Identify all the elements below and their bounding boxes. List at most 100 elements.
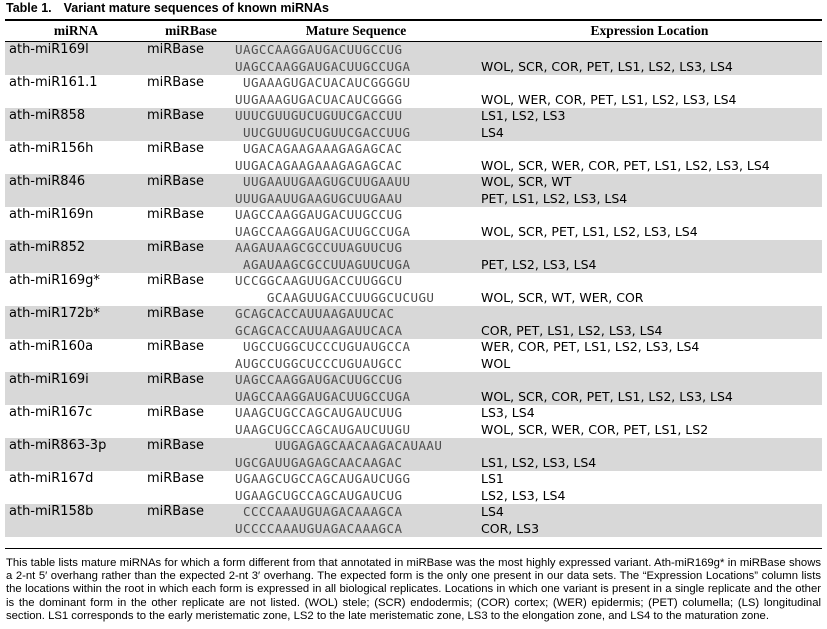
- table-footnote: This table lists mature miRNAs for which…: [6, 557, 821, 622]
- location-line-2: PET, LS2, LS3, LS4: [481, 256, 597, 272]
- location-line-1: [477, 438, 822, 455]
- column-header-mature-sequence: Mature Sequence: [305, 23, 407, 38]
- mature-sequence-cell: UAGCCAAGGAUGACUUGCCUG UAGCCAAGGAUGACUUGC…: [235, 207, 477, 240]
- mirbase-source-label: miRBase: [147, 141, 204, 156]
- mirna-name: ath-miR161.1: [9, 75, 98, 90]
- location-line-1: LS3, LS4: [481, 405, 535, 420]
- sequence-line-1: CCCCAAAUGUAGACAAAGCA: [235, 504, 403, 519]
- location-line-2: LS2, LS3, LS4: [481, 487, 566, 503]
- table-row: ath-miR852 miRBase AAGAUAAGCGCCUUAGUUCUG…: [5, 240, 822, 273]
- sequence-line-2: UAGCCAAGGAUGACUUGCCUGA: [235, 58, 411, 74]
- table-row: ath-miR158b miRBase CCCCAAAUGUAGACAAAGCA…: [5, 504, 822, 537]
- mature-sequence-cell: UUGAGAGCAACAAGACAUAAU UGCGAUUGAGAGCAACAA…: [235, 438, 477, 471]
- location-line-1: [477, 207, 822, 224]
- location-line-1: WER, COR, PET, LS1, LS2, LS3, LS4: [481, 339, 700, 354]
- location-line-2: WOL, SCR, COR, PET, LS1, LS2, LS3, LS4: [481, 58, 733, 74]
- table-body: ath-miR169l miRBase UAGCCAAGGAUGACUUGCCU…: [5, 42, 822, 537]
- mature-sequence-cell: UGAAGCUGCCAGCAUGAUCUGG UGAAGCUGCCAGCAUGA…: [235, 471, 477, 504]
- sequence-line-1: UUUCGUUGUCUGUUCGACCUU: [235, 108, 403, 123]
- sequence-line-1: UAGCCAAGGAUGACUUGCCUG: [235, 42, 403, 57]
- table-row: ath-miR156h miRBase UGACAGAAGAAAGAGAGCAC…: [5, 141, 822, 174]
- sequence-line-2: UCCCCAAAUGUAGACAAAGCA: [235, 520, 403, 536]
- sequence-line-2: UAGCCAAGGAUGACUUGCCUGA: [235, 223, 411, 239]
- location-line-2: LS1, LS2, LS3, LS4: [481, 454, 597, 470]
- mirbase-source-label: miRBase: [147, 339, 204, 354]
- mirna-name: ath-miR858: [9, 108, 86, 123]
- table-caption: Table 1. Variant mature sequences of know…: [5, 0, 822, 19]
- sequence-line-1: UUGAGAGCAACAAGACAUAAU: [235, 438, 443, 453]
- mirbase-source-label: miRBase: [147, 306, 204, 321]
- column-header-mirna: miRNA: [53, 23, 99, 38]
- location-line-2: WOL, WER, COR, PET, LS1, LS2, LS3, LS4: [481, 91, 737, 107]
- expression-location-cell: WOL, SCR, COR, PET, LS1, LS2, LS3, LS4: [477, 42, 822, 75]
- table-row: ath-miR169g* miRBase UCCGGCAAGUUGACCUUGG…: [5, 273, 822, 306]
- expression-location-cell: COR, PET, LS1, LS2, LS3, LS4: [477, 306, 822, 339]
- expression-location-cell: PET, LS2, LS3, LS4: [477, 240, 822, 273]
- mirbase-source-label: miRBase: [147, 240, 204, 255]
- column-header-expression-location: Expression Location: [590, 23, 709, 38]
- sequence-line-2: UGCGAUUGAGAGCAACAAGAC: [235, 454, 403, 470]
- mirbase-source-label: miRBase: [147, 372, 204, 387]
- expression-location-cell: WOL, SCR, WT PET, LS1, LS2, LS3, LS4: [477, 174, 822, 207]
- mirna-name: ath-miR160a: [9, 339, 94, 354]
- sequence-line-1: UGAAGCUGCCAGCAUGAUCUGG: [235, 471, 411, 486]
- table-row: ath-miR863-3p miRBase UUGAGAGCAACAAGACAU…: [5, 438, 822, 471]
- location-line-2: WOL, SCR, WT, WER, COR: [481, 289, 644, 305]
- mirbase-source-label: miRBase: [147, 273, 204, 288]
- location-line-2: WOL: [481, 355, 511, 371]
- mature-sequence-cell: UAGCCAAGGAUGACUUGCCUG UAGCCAAGGAUGACUUGC…: [235, 42, 477, 75]
- sequence-line-1: UUGAAUUGAAGUGCUUGAAUU: [235, 174, 411, 189]
- location-line-2: LS4: [481, 124, 504, 140]
- location-line-1: LS1, LS2, LS3: [481, 108, 566, 123]
- expression-location-cell: WOL, SCR, WER, COR, PET, LS1, LS2, LS3, …: [477, 141, 822, 174]
- mirbase-source-label: miRBase: [147, 42, 204, 57]
- table-row: ath-miR167c miRBase UAAGCUGCCAGCAUGAUCUU…: [5, 405, 822, 438]
- mirna-name: ath-miR172b*: [9, 306, 100, 321]
- sequence-line-1: UGACAGAAGAAAGAGAGCAC: [235, 141, 403, 156]
- expression-location-cell: LS3, LS4 WOL, SCR, WER, COR, PET, LS1, L…: [477, 405, 822, 438]
- mature-sequence-cell: UAAGCUGCCAGCAUGAUCUUG UAAGCUGCCAGCAUGAUC…: [235, 405, 477, 438]
- expression-location-cell: WOL, SCR, PET, LS1, LS2, LS3, LS4: [477, 207, 822, 240]
- sequence-line-2: UGAAGCUGCCAGCAUGAUCUG: [235, 487, 403, 503]
- column-header-mirbase: miRBase: [165, 23, 217, 38]
- mature-sequence-cell: AAGAUAAGCGCCUUAGUUCUG AGAUAAGCGCCUUAGUUC…: [235, 240, 477, 273]
- mature-sequence-cell: UUGAAUUGAAGUGCUUGAAUU UUUGAAUUGAAGUGCUUG…: [235, 174, 477, 207]
- expression-location-cell: LS1, LS2, LS3 LS4: [477, 108, 822, 141]
- mature-sequence-cell: UAGCCAAGGAUGACUUGCCUG UAGCCAAGGAUGACUUGC…: [235, 372, 477, 405]
- expression-location-cell: LS1 LS2, LS3, LS4: [477, 471, 822, 504]
- expression-location-cell: LS4 COR, LS3: [477, 504, 822, 537]
- mirna-name: ath-miR169l: [9, 42, 89, 57]
- mirbase-source-label: miRBase: [147, 471, 204, 486]
- sequence-line-2: UUGAAAGUGACUACAUCGGGG: [235, 91, 403, 107]
- sequence-line-1: UGCCUGGCUCCCUGUAUGCCA: [235, 339, 411, 354]
- location-line-1: WOL, SCR, WT: [481, 174, 572, 189]
- mirna-name: ath-miR156h: [9, 141, 94, 156]
- sequence-line-1: GCAGCACCAUUAAGAUUCAC: [235, 306, 395, 321]
- location-line-2: WOL, SCR, COR, PET, LS1, LS2, LS3, LS4: [481, 388, 733, 404]
- sequence-line-2: UUCGUUGUCUGUUCGACCUUG: [235, 124, 411, 140]
- mirna-name: ath-miR863-3p: [9, 438, 107, 453]
- mature-sequence-cell: UUUCGUUGUCUGUUCGACCUU UUCGUUGUCUGUUCGACC…: [235, 108, 477, 141]
- mirbase-source-label: miRBase: [147, 207, 204, 222]
- expression-location-cell: WOL, WER, COR, PET, LS1, LS2, LS3, LS4: [477, 75, 822, 108]
- mature-sequence-cell: UGCCUGGCUCCCUGUAUGCCA AUGCCUGGCUCCCUGUAU…: [235, 339, 477, 372]
- expression-location-cell: WER, COR, PET, LS1, LS2, LS3, LS4 WOL: [477, 339, 822, 372]
- table-row: ath-miR160a miRBase UGCCUGGCUCCCUGUAUGCC…: [5, 339, 822, 372]
- sequence-line-1: AAGAUAAGCGCCUUAGUUCUG: [235, 240, 403, 255]
- sequence-line-2: GCAAGUUGACCUUGGCUCUGU: [235, 289, 435, 305]
- table-row: ath-miR172b* miRBase GCAGCACCAUUAAGAUUCA…: [5, 306, 822, 339]
- mirna-name: ath-miR852: [9, 240, 86, 255]
- location-line-1: [477, 141, 822, 158]
- mirna-name: ath-miR158b: [9, 504, 94, 519]
- table-row: ath-miR167d miRBase UGAAGCUGCCAGCAUGAUCU…: [5, 471, 822, 504]
- mirbase-source-label: miRBase: [147, 504, 204, 519]
- location-line-1: [477, 306, 822, 323]
- sequence-line-2: GCAGCACCAUUAAGAUUCACA: [235, 322, 403, 338]
- sequence-line-2: AGAUAAGCGCCUUAGUUCUGA: [235, 256, 411, 272]
- mirbase-source-label: miRBase: [147, 438, 204, 453]
- mirbase-source-label: miRBase: [147, 405, 204, 420]
- location-line-2: WOL, SCR, PET, LS1, LS2, LS3, LS4: [481, 223, 698, 239]
- sequence-line-2: UUGACAGAAGAAAGAGAGCAC: [235, 157, 403, 173]
- location-line-1: [477, 240, 822, 257]
